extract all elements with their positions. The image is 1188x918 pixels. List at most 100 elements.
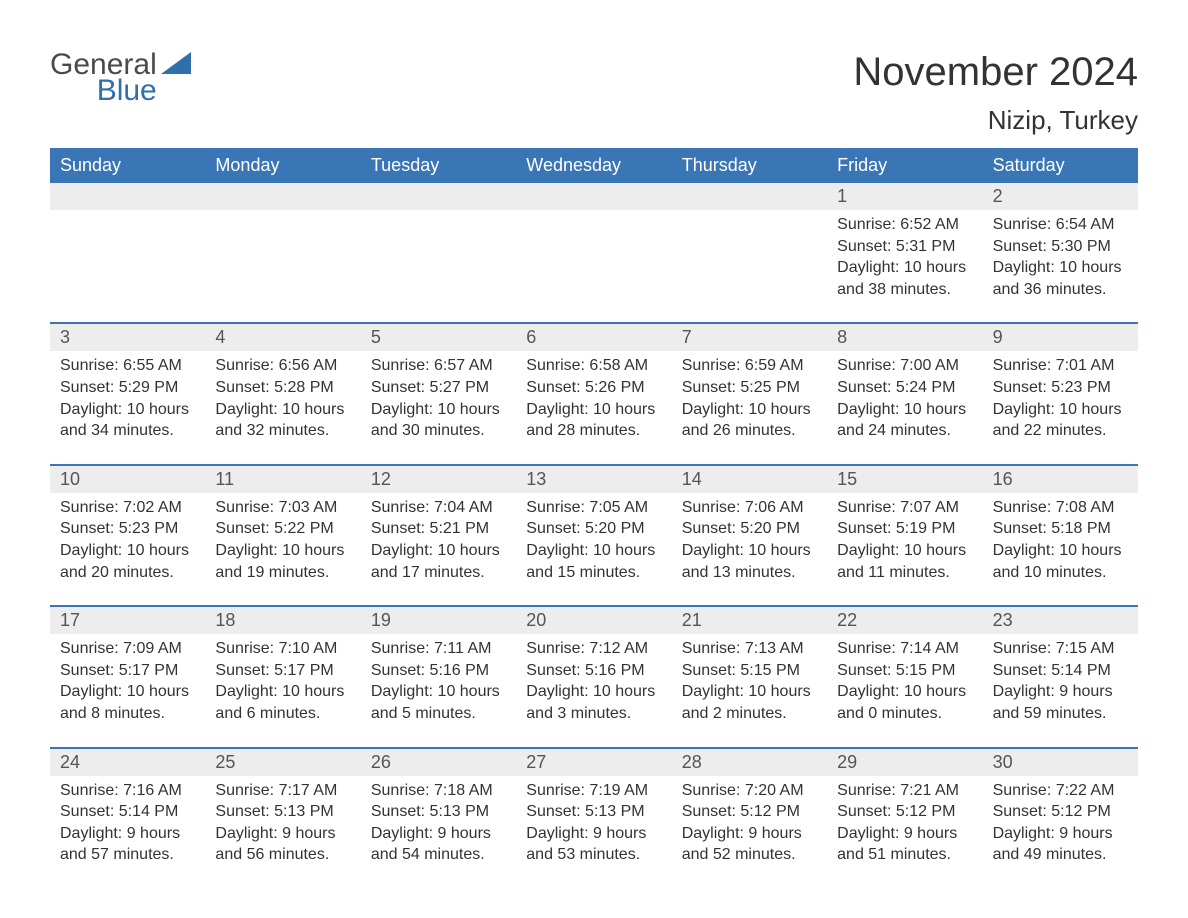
- day-number: 29: [827, 749, 982, 776]
- weekday-label: Friday: [827, 148, 982, 183]
- daylight-text: and 10 minutes.: [993, 562, 1128, 584]
- sunrise-text: Sunrise: 6:56 AM: [215, 355, 350, 377]
- day-number: 22: [827, 607, 982, 634]
- day-cell: 12Sunrise: 7:04 AMSunset: 5:21 PMDayligh…: [361, 464, 516, 605]
- sunrise-text: Sunrise: 7:07 AM: [837, 497, 972, 519]
- week-row: 17Sunrise: 7:09 AMSunset: 5:17 PMDayligh…: [50, 605, 1138, 746]
- week-row: 24 Sunrise: 7:16 AMSunset: 5:14 PM Dayligh…: [50, 747, 1138, 888]
- daylight-text: Daylight: 10 hours: [993, 540, 1128, 562]
- daylight-text: and 30 minutes.: [371, 420, 506, 442]
- daylight-text: Daylight: 10 hours: [682, 540, 817, 562]
- daylight-text: and 13 minutes.: [682, 562, 817, 584]
- day-cell: 30Sunrise: 7:22 AMSunset: 5:12 PMDayligh…: [983, 747, 1138, 888]
- daylight-text: and 28 minutes.: [526, 420, 661, 442]
- day-cell: 7Sunrise: 6:59 AMSunset: 5:25 PMDaylight…: [672, 322, 827, 463]
- day-number: 5: [361, 324, 516, 351]
- sunset-text: Sunset: 5:18 PM: [993, 518, 1128, 540]
- sunrise-text: Sunrise: 6:59 AM: [682, 355, 817, 377]
- sunrise-text: Sunrise: 7:02 AM: [60, 497, 195, 519]
- daylight-text: and 19 minutes.: [215, 562, 350, 584]
- day-cell: 1Sunrise: 6:52 AMSunset: 5:31 PMDaylight…: [827, 183, 982, 322]
- daylight-text: Daylight: 10 hours: [526, 681, 661, 703]
- day-cell: 25Sunrise: 7:17 AMSunset: 5:13 PMDayligh…: [205, 747, 360, 888]
- day-cell: [516, 183, 671, 322]
- sunset-text: Sunset: 5:14 PM: [993, 660, 1128, 682]
- daylight-text: Daylight: 9 hours: [526, 823, 661, 845]
- sunset-text: Sunset: 5:22 PM: [215, 518, 350, 540]
- location-label: Nizip, Turkey: [853, 105, 1138, 136]
- daylight-text: and 6 minutes.: [215, 703, 350, 725]
- daylight-text: and 53 minutes.: [526, 844, 661, 866]
- sunset-text: Sunset: 5:14 PM: [60, 801, 195, 823]
- daylight-text: and 3 minutes.: [526, 703, 661, 725]
- daylight-text: Daylight: 9 hours: [993, 681, 1128, 703]
- day-cell: 17Sunrise: 7:09 AMSunset: 5:17 PMDayligh…: [50, 605, 205, 746]
- daylight-text: Daylight: 10 hours: [371, 399, 506, 421]
- weekday-label: Wednesday: [516, 148, 671, 183]
- day-cell: 8Sunrise: 7:00 AMSunset: 5:24 PMDaylight…: [827, 322, 982, 463]
- sunrise-text: Sunrise: 7:04 AM: [371, 497, 506, 519]
- day-cell: 21Sunrise: 7:13 AMSunset: 5:15 PMDayligh…: [672, 605, 827, 746]
- sunset-text: Sunset: 5:12 PM: [837, 801, 972, 823]
- day-cell: 28Sunrise: 7:20 AMSunset: 5:12 PMDayligh…: [672, 747, 827, 888]
- daylight-text: and 0 minutes.: [837, 703, 972, 725]
- daylight-text: and 51 minutes.: [837, 844, 972, 866]
- daylight-text: Daylight: 10 hours: [215, 540, 350, 562]
- sunset-text: Sunset: 5:12 PM: [682, 801, 817, 823]
- day-cell: 10Sunrise: 7:02 AMSunset: 5:23 PMDayligh…: [50, 464, 205, 605]
- sunrise-text: Sunrise: 7:16 AM: [60, 780, 195, 802]
- daylight-text: and 57 minutes.: [60, 844, 195, 866]
- day-cell: 29Sunrise: 7:21 AMSunset: 5:12 PMDayligh…: [827, 747, 982, 888]
- sunset-text: Sunset: 5:17 PM: [215, 660, 350, 682]
- day-cell: 4Sunrise: 6:56 AMSunset: 5:28 PMDaylight…: [205, 322, 360, 463]
- sunset-text: Sunset: 5:24 PM: [837, 377, 972, 399]
- daylight-text: Daylight: 9 hours: [682, 823, 817, 845]
- day-cell: [205, 183, 360, 322]
- daylight-text: and 20 minutes.: [60, 562, 195, 584]
- day-cell: 16Sunrise: 7:08 AMSunset: 5:18 PMDayligh…: [983, 464, 1138, 605]
- weekday-label: Tuesday: [361, 148, 516, 183]
- sunset-text: Sunset: 5:15 PM: [682, 660, 817, 682]
- sunset-text: Sunset: 5:15 PM: [837, 660, 972, 682]
- daylight-text: Daylight: 10 hours: [215, 681, 350, 703]
- sunrise-text: Sunrise: 7:14 AM: [837, 638, 972, 660]
- day-cell: 15Sunrise: 7:07 AMSunset: 5:19 PMDayligh…: [827, 464, 982, 605]
- day-number-empty: [205, 183, 360, 210]
- sunrise-text: Sunrise: 7:11 AM: [371, 638, 506, 660]
- daylight-text: and 36 minutes.: [993, 279, 1128, 301]
- sunset-text: Sunset: 5:17 PM: [60, 660, 195, 682]
- day-number: 23: [983, 607, 1138, 634]
- weekday-label: Thursday: [672, 148, 827, 183]
- header: General Blue November 2024 Nizip, Turkey: [50, 50, 1138, 136]
- sunrise-text: Sunrise: 6:57 AM: [371, 355, 506, 377]
- daylight-text: Daylight: 10 hours: [837, 399, 972, 421]
- sunrise-text: Sunrise: 6:58 AM: [526, 355, 661, 377]
- day-cell: 18Sunrise: 7:10 AMSunset: 5:17 PMDayligh…: [205, 605, 360, 746]
- day-cell: 27Sunrise: 7:19 AMSunset: 5:13 PMDayligh…: [516, 747, 671, 888]
- day-cell: [50, 183, 205, 322]
- daylight-text: and 8 minutes.: [60, 703, 195, 725]
- sunset-text: Sunset: 5:28 PM: [215, 377, 350, 399]
- day-number: 11: [205, 466, 360, 493]
- sunrise-text: Sunrise: 7:10 AM: [215, 638, 350, 660]
- weekday-label: Saturday: [983, 148, 1138, 183]
- daylight-text: Daylight: 10 hours: [682, 681, 817, 703]
- daylight-text: Daylight: 10 hours: [60, 399, 195, 421]
- sunrise-text: Sunrise: 7:05 AM: [526, 497, 661, 519]
- day-number: 14: [672, 466, 827, 493]
- day-number: 7: [672, 324, 827, 351]
- daylight-text: Daylight: 10 hours: [837, 540, 972, 562]
- day-cell: 24Sunrise: 7:16 AMSunset: 5:14 PMDayligh…: [50, 747, 205, 888]
- day-number: 6: [516, 324, 671, 351]
- sunset-text: Sunset: 5:30 PM: [993, 236, 1128, 258]
- day-number: 24: [50, 749, 205, 776]
- day-cell: 26Sunrise: 7:18 AMSunset: 5:13 PMDayligh…: [361, 747, 516, 888]
- sunrise-text: Sunrise: 7:19 AM: [526, 780, 661, 802]
- sunset-text: Sunset: 5:16 PM: [371, 660, 506, 682]
- daylight-text: and 5 minutes.: [371, 703, 506, 725]
- sunset-text: Sunset: 5:13 PM: [526, 801, 661, 823]
- day-number: 28: [672, 749, 827, 776]
- weeks-container: 1Sunrise: 6:52 AMSunset: 5:31 PMDaylight…: [50, 183, 1138, 888]
- sunset-text: Sunset: 5:23 PM: [60, 518, 195, 540]
- day-number: 15: [827, 466, 982, 493]
